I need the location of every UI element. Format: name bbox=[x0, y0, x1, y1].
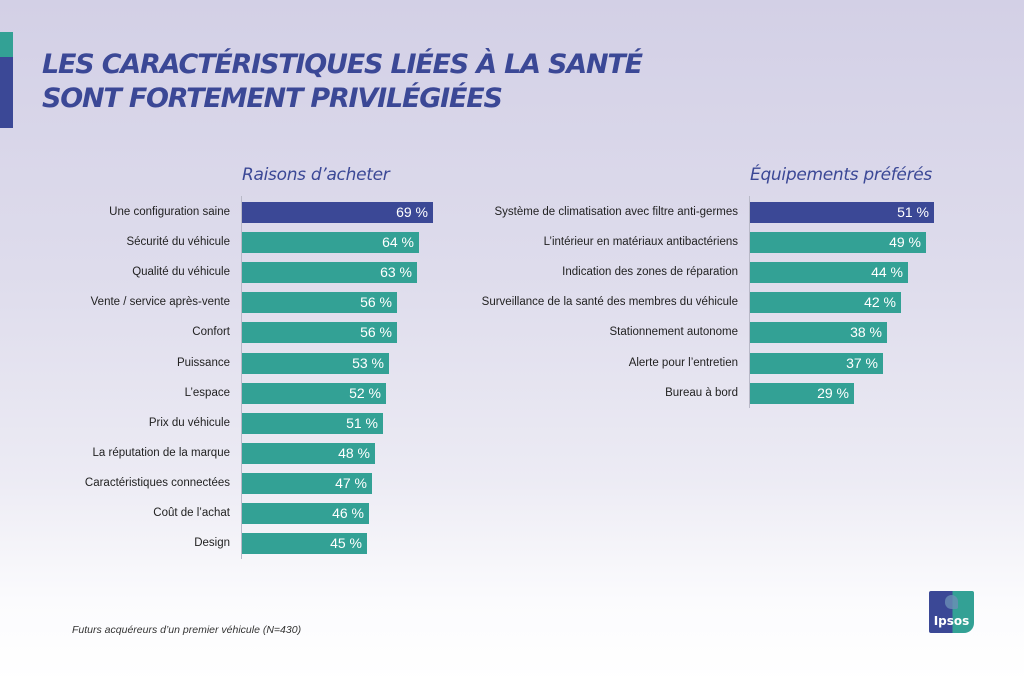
value-label: 49 % bbox=[889, 234, 921, 250]
logo-text: Ipsos bbox=[933, 614, 970, 628]
category-label: Bureau à bord bbox=[665, 387, 738, 399]
value-label: 42 % bbox=[864, 294, 896, 310]
bar: 44 % bbox=[750, 262, 908, 283]
bar: 51 % bbox=[750, 202, 934, 223]
category-label: Design bbox=[194, 537, 230, 549]
value-label: 38 % bbox=[850, 324, 882, 340]
value-label: 63 % bbox=[380, 264, 412, 280]
category-label: Une configuration saine bbox=[109, 206, 230, 218]
title-line-2: SONT FORTEMENT PRIVILÉGIÉES bbox=[42, 83, 503, 114]
bar: 51 % bbox=[242, 413, 383, 434]
bar: 47 % bbox=[242, 473, 372, 494]
axis-line-reasons bbox=[241, 196, 242, 559]
category-label: Sécurité du véhicule bbox=[126, 236, 230, 248]
category-label: L’intérieur en matériaux antibactériens bbox=[543, 236, 738, 248]
category-label: Caractéristiques connectées bbox=[84, 477, 230, 489]
value-label: 53 % bbox=[352, 355, 384, 371]
value-label: 56 % bbox=[360, 294, 392, 310]
accent-bar-teal bbox=[0, 32, 13, 57]
category-label: Indication des zones de réparation bbox=[562, 266, 738, 278]
value-label: 46 % bbox=[332, 505, 364, 521]
value-label: 64 % bbox=[382, 234, 414, 250]
bar: 38 % bbox=[750, 322, 887, 343]
value-label: 56 % bbox=[360, 324, 392, 340]
category-label: L’espace bbox=[184, 387, 230, 399]
value-label: 48 % bbox=[338, 445, 370, 461]
axis-line-equipment bbox=[749, 196, 750, 408]
bar: 56 % bbox=[242, 292, 397, 313]
bar: 37 % bbox=[750, 353, 883, 374]
bar: 52 % bbox=[242, 383, 386, 404]
ipsos-logo: Ipsos bbox=[929, 591, 974, 633]
bar: 42 % bbox=[750, 292, 901, 313]
value-label: 29 % bbox=[817, 385, 849, 401]
value-label: 44 % bbox=[871, 264, 903, 280]
chart-title-reasons: Raisons d’acheter bbox=[242, 165, 390, 185]
chart-title-equipment: Équipements préférés bbox=[750, 165, 932, 185]
category-label: Surveillance de la santé des membres du … bbox=[481, 296, 738, 308]
value-label: 47 % bbox=[335, 475, 367, 491]
bar: 53 % bbox=[242, 353, 389, 374]
category-label: Système de climatisation avec filtre ant… bbox=[494, 206, 738, 218]
category-label: Alerte pour l’entretien bbox=[628, 357, 738, 369]
bar: 64 % bbox=[242, 232, 419, 253]
bar: 56 % bbox=[242, 322, 397, 343]
footnote: Futurs acquéreurs d’un premier véhicule … bbox=[72, 624, 302, 636]
category-label: Stationnement autonome bbox=[609, 326, 738, 338]
value-label: 52 % bbox=[349, 385, 381, 401]
accent-bar-navy bbox=[0, 57, 13, 128]
bar: 69 % bbox=[242, 202, 433, 223]
bar: 49 % bbox=[750, 232, 926, 253]
category-label: La réputation de la marque bbox=[92, 447, 230, 459]
value-label: 51 % bbox=[346, 415, 378, 431]
page-title: LES CARACTÉRISTIQUES LIÉES À LA SANTÉ SO… bbox=[42, 48, 643, 116]
category-label: Coût de l’achat bbox=[153, 507, 230, 519]
bar: 45 % bbox=[242, 533, 367, 554]
category-label: Qualité du véhicule bbox=[132, 266, 230, 278]
bar: 63 % bbox=[242, 262, 417, 283]
value-label: 51 % bbox=[897, 204, 929, 220]
value-label: 37 % bbox=[846, 355, 878, 371]
bar: 46 % bbox=[242, 503, 369, 524]
category-label: Prix du véhicule bbox=[148, 417, 230, 429]
title-line-1: LES CARACTÉRISTIQUES LIÉES À LA SANTÉ bbox=[42, 49, 643, 80]
category-label: Vente / service après-vente bbox=[90, 296, 230, 308]
bar: 29 % bbox=[750, 383, 854, 404]
category-label: Puissance bbox=[176, 357, 230, 369]
value-label: 45 % bbox=[330, 535, 362, 551]
category-label: Confort bbox=[192, 326, 230, 338]
bar: 48 % bbox=[242, 443, 375, 464]
logo-head-icon bbox=[945, 595, 958, 609]
value-label: 69 % bbox=[396, 204, 428, 220]
